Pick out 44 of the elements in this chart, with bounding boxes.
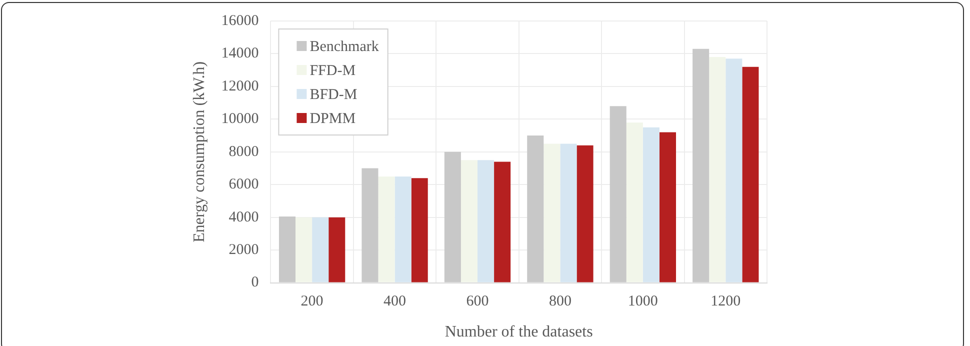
bar bbox=[378, 176, 395, 282]
bar bbox=[726, 58, 742, 282]
bar bbox=[659, 132, 676, 282]
bar bbox=[642, 127, 660, 282]
bar bbox=[626, 122, 643, 282]
bar bbox=[527, 136, 544, 282]
bar bbox=[312, 217, 329, 282]
bar bbox=[742, 66, 759, 282]
bar bbox=[278, 216, 296, 282]
y-tick-label: 14000 bbox=[221, 46, 259, 62]
bar bbox=[709, 57, 726, 282]
bar bbox=[328, 217, 346, 282]
bar bbox=[494, 162, 511, 282]
x-tick-label: 400 bbox=[384, 294, 406, 310]
bar bbox=[477, 160, 494, 282]
y-tick-label: 12000 bbox=[221, 78, 259, 94]
bar bbox=[460, 160, 478, 282]
bar bbox=[610, 106, 626, 282]
x-tick-label: 800 bbox=[548, 294, 572, 310]
legend-label: BFD-M bbox=[310, 86, 358, 103]
y-tick-label: 2000 bbox=[228, 242, 259, 258]
y-tick-label: 16000 bbox=[221, 12, 259, 29]
x-axis-title: Number of the datasets bbox=[444, 324, 593, 341]
y-tick-label: 6000 bbox=[228, 176, 259, 193]
bar bbox=[362, 168, 378, 282]
legend-label: DPMM bbox=[310, 110, 356, 127]
y-axis-title: Energy consumption (kW.h) bbox=[190, 61, 208, 242]
bar bbox=[692, 48, 710, 282]
x-tick-label: 1200 bbox=[710, 294, 741, 310]
y-tick-label: 8000 bbox=[228, 144, 259, 160]
bar bbox=[560, 144, 577, 282]
bar bbox=[394, 176, 412, 282]
y-tick-label: 0 bbox=[251, 274, 259, 291]
y-tick-label: 4000 bbox=[228, 209, 259, 226]
y-tick-label: 10000 bbox=[221, 111, 259, 128]
legend-label: FFD-M bbox=[310, 62, 356, 79]
bar bbox=[544, 144, 560, 282]
x-tick-label: 200 bbox=[300, 294, 324, 310]
bar bbox=[411, 178, 428, 282]
x-tick-label: 1000 bbox=[628, 294, 658, 310]
bar bbox=[576, 145, 594, 282]
bar bbox=[444, 152, 461, 282]
legend-label: Benchmark bbox=[310, 38, 380, 55]
x-tick-label: 600 bbox=[466, 294, 489, 310]
